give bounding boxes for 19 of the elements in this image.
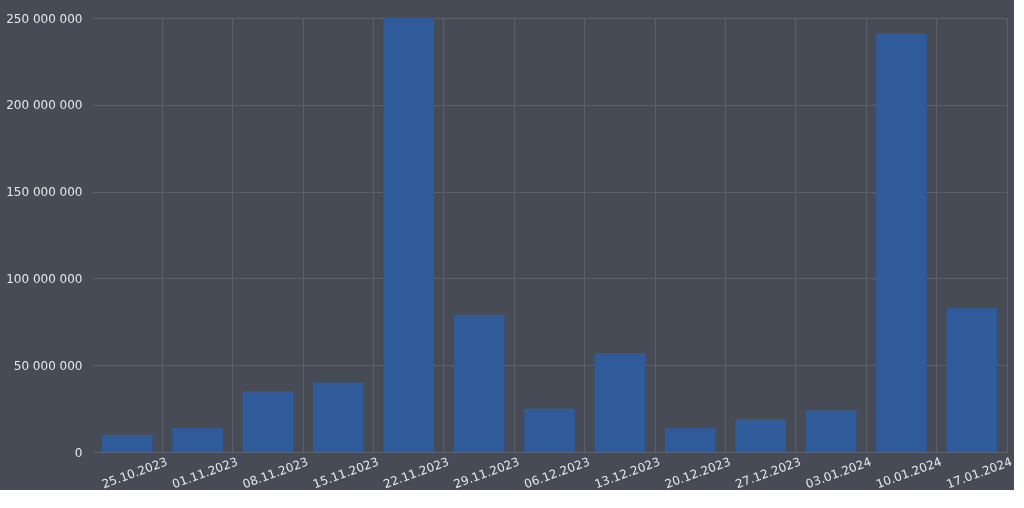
- bar: [172, 427, 223, 452]
- y-tick-label: 0: [74, 445, 83, 460]
- bar: [805, 410, 857, 452]
- bar: [313, 382, 364, 452]
- bar: [383, 18, 435, 452]
- bar: [242, 391, 294, 452]
- y-tick-label: 100 000 000: [6, 271, 83, 286]
- bar: [876, 33, 927, 452]
- bar: [453, 314, 505, 452]
- bar: [664, 427, 716, 452]
- bar: [594, 353, 646, 452]
- bar: [101, 434, 153, 452]
- y-tick-label: 50 000 000: [13, 358, 83, 373]
- y-tick-label: 250 000 000: [6, 11, 83, 26]
- bar: [735, 419, 786, 452]
- bar: [524, 408, 575, 452]
- y-tick-label: 150 000 000: [6, 185, 83, 200]
- bar: [946, 307, 998, 452]
- y-tick-label: 200 000 000: [6, 98, 83, 113]
